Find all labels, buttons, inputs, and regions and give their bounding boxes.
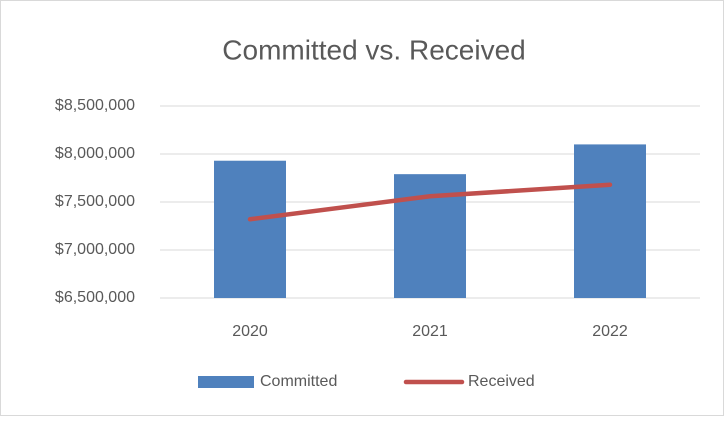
y-tick-label: $7,000,000 <box>55 241 135 258</box>
legend-label: Committed <box>260 373 337 390</box>
y-tick-label: $7,500,000 <box>55 193 135 210</box>
bar <box>574 144 646 298</box>
y-tick-label: $8,500,000 <box>55 97 135 114</box>
y-tick-label: $6,500,000 <box>55 289 135 306</box>
x-tick-label: 2021 <box>412 323 448 340</box>
bar <box>214 160 286 298</box>
line <box>247 182 613 222</box>
legend-label: Received <box>468 373 535 390</box>
x-tick-label: 2022 <box>592 323 628 340</box>
x-tick-label: 2020 <box>232 323 268 340</box>
legend-swatch <box>198 376 254 388</box>
y-tick-label: $8,000,000 <box>55 145 135 162</box>
chart-title: Committed vs. Received <box>222 34 525 65</box>
